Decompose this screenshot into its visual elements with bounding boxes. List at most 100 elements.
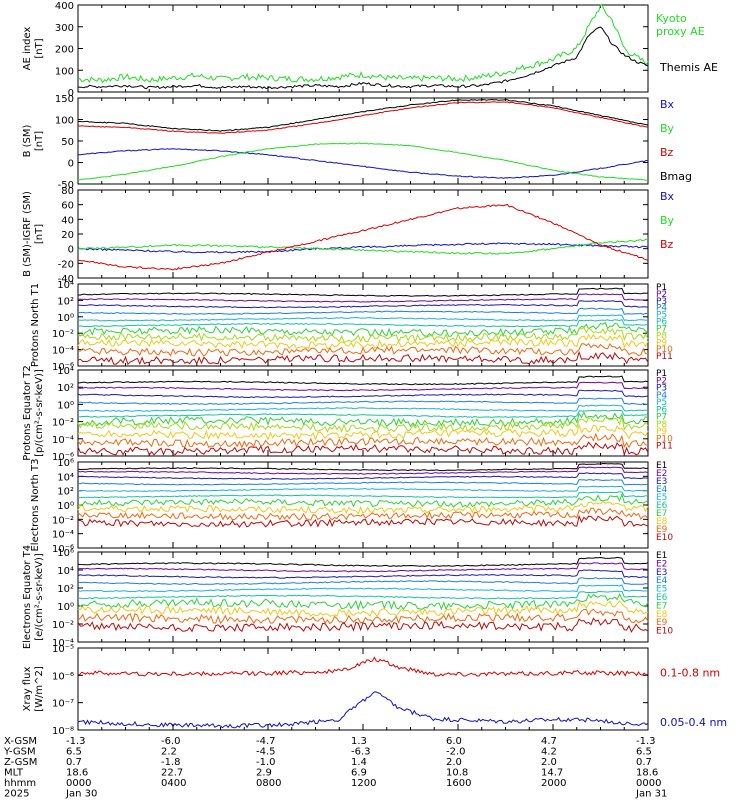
y-tick-label: 10⁻² (52, 329, 74, 340)
y-tick-label: 10⁴ (57, 280, 74, 291)
legend-label: P10 (656, 345, 673, 355)
channel-line (77, 441, 649, 457)
axis-row-value: 6.0 (446, 736, 462, 747)
legend-label: E6 (656, 593, 668, 603)
axis-row-value: Jan 31 (635, 789, 667, 800)
series-line (77, 101, 649, 134)
y-tick-label: 400 (55, 1, 74, 12)
legend-label: P11 (656, 352, 673, 362)
legend-label: P4 (656, 391, 667, 401)
y-tick-label: 100 (55, 116, 74, 127)
axis-row-value: 6.5 (636, 747, 652, 758)
legend-label: E5 (656, 585, 667, 595)
series-line (77, 148, 649, 179)
axis-row-value: -6.0 (161, 736, 181, 747)
channel-line (77, 423, 649, 441)
y-tick-label: 10⁻⁴ (52, 638, 74, 649)
legend-label: P9 (656, 338, 667, 348)
legend-label: Themis AE (659, 61, 718, 74)
panel-frame (77, 189, 649, 279)
legend-label: By (660, 122, 675, 135)
y-axis-label: AE index (22, 27, 33, 71)
legend-label: E5 (656, 493, 667, 503)
channel-line (77, 375, 649, 386)
legend-label: E7 (656, 601, 667, 611)
axis-row-value: 0000 (66, 778, 91, 789)
legend-label: 0.05-0.4 nm (660, 716, 727, 729)
y-tick-label: 100 (55, 66, 74, 77)
channel-line (77, 389, 649, 399)
y-tick-label: 10² (57, 383, 74, 394)
y-tick-label: 80 (61, 186, 74, 197)
legend-label: P7 (656, 413, 667, 423)
axis-row-value: 0000 (636, 778, 661, 789)
legend-label: E3 (656, 568, 667, 578)
channel-line (77, 326, 649, 344)
channel-line (77, 307, 649, 315)
y-tick-label: -40 (58, 274, 74, 285)
y-tick-label: 10⁻⁶ (52, 671, 74, 682)
y-axis-label: B (SM) (22, 124, 33, 157)
series-line (77, 4, 649, 84)
axis-row-value: 0.7 (636, 757, 652, 768)
legend-label: P7 (656, 324, 667, 334)
series-line (77, 203, 649, 271)
y-tick-label: 10⁴ (57, 472, 74, 483)
legend-label: P9 (656, 427, 667, 437)
legend-label: E10 (656, 533, 673, 543)
axis-row-value: 2.0 (541, 757, 557, 768)
y-axis-unit: [p/(cm²-s-sr-keV)] (34, 369, 45, 457)
y-axis-label: Protons Equator T2 (22, 365, 33, 461)
legend-label: E7 (656, 509, 667, 519)
channel-line (77, 293, 649, 303)
axis-row-value: 2000 (541, 778, 566, 789)
legend-label: P4 (656, 304, 667, 314)
legend-label: E1 (656, 551, 667, 561)
axis-row-value: 6.5 (66, 747, 82, 758)
y-axis-unit: [nT] (34, 224, 45, 244)
legend-label: proxy AE (656, 25, 705, 38)
axis-row-value: 2.9 (256, 768, 272, 779)
legend-label: P2 (656, 376, 667, 386)
series-line (77, 238, 649, 255)
y-tick-label: 10⁻² (52, 418, 74, 429)
axis-row-value: 1600 (446, 778, 471, 789)
channel-line (77, 472, 649, 480)
y-tick-label: 10⁻² (52, 515, 74, 526)
y-tick-label: -20 (58, 259, 74, 270)
y-tick-label: 10⁻⁴ (52, 346, 74, 357)
channel-line (77, 556, 649, 567)
legend-label: E2 (656, 469, 667, 479)
channel-line (77, 600, 649, 618)
axis-row-label: X-GSM (4, 736, 37, 747)
legend-label: E3 (656, 477, 667, 487)
series-line (77, 98, 649, 132)
y-tick-label: 10⁰ (57, 313, 74, 324)
axis-row-value: 18.6 (636, 768, 658, 779)
channel-line (77, 350, 649, 366)
legend-label: E4 (656, 485, 668, 495)
axis-row-value: -1.3 (66, 736, 86, 747)
y-tick-label: 10⁰ (57, 602, 74, 613)
channel-line (77, 416, 649, 433)
axis-row-value: 1200 (351, 778, 376, 789)
channel-line (77, 409, 648, 418)
channel-line (77, 479, 649, 486)
channel-line (77, 577, 649, 586)
axis-row-value: 0800 (256, 778, 281, 789)
channel-line (77, 321, 649, 337)
y-tick-label: 0 (68, 88, 74, 99)
legend-label: E1 (656, 461, 667, 471)
axis-row-label: Y-GSM (3, 747, 36, 758)
legend-label: E9 (656, 525, 668, 535)
y-tick-label: 10⁻⁶ (52, 452, 74, 463)
channel-line (77, 462, 649, 472)
y-tick-label: 150 (55, 94, 74, 105)
legend-label: P10 (656, 434, 673, 444)
y-tick-label: 10⁶ (57, 548, 74, 559)
axis-row-value: 22.7 (161, 768, 183, 779)
channel-line (77, 569, 649, 579)
axis-row-value: 0.7 (66, 757, 82, 768)
channel-line (77, 300, 649, 309)
legend-label: P5 (656, 311, 667, 321)
